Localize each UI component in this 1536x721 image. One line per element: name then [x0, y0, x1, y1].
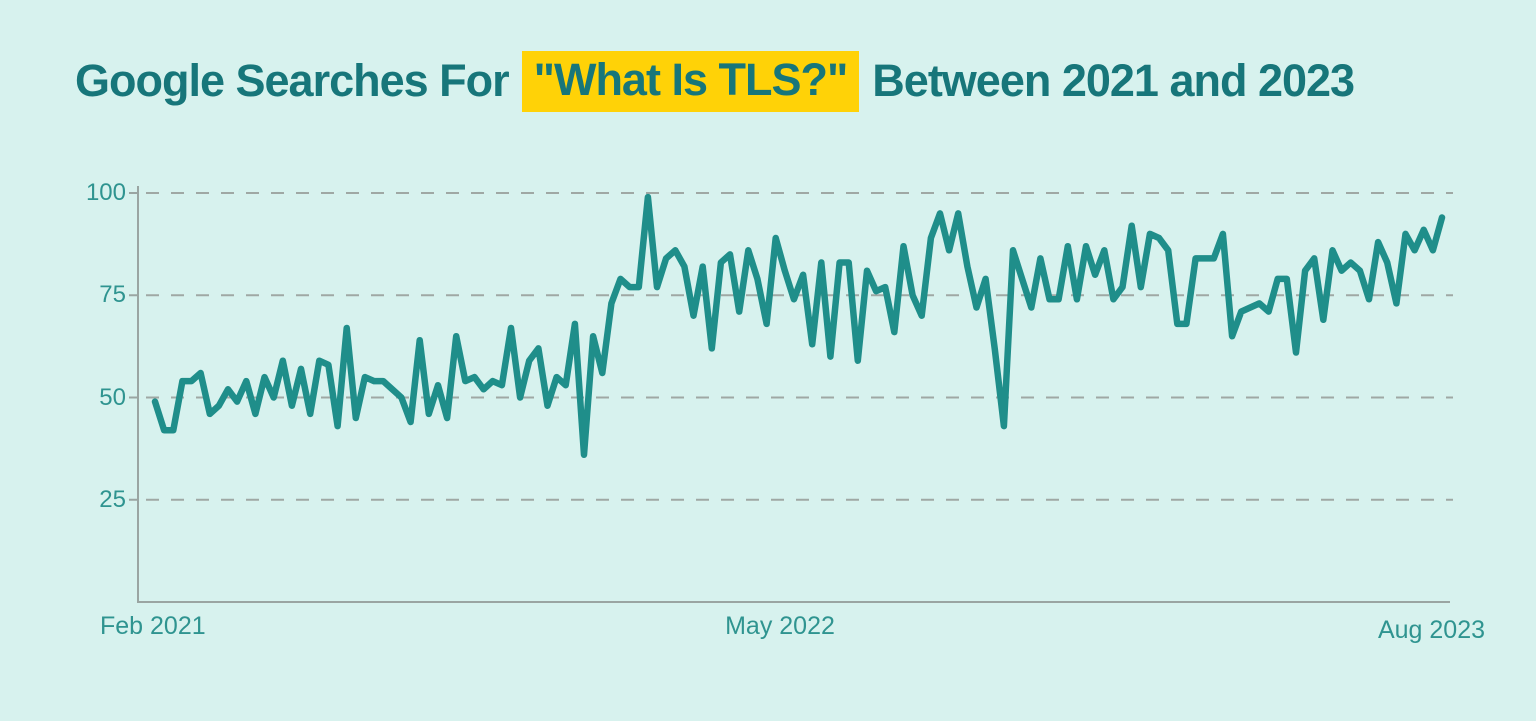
trend-line — [151, 193, 1446, 459]
title-prefix: Google Searches For — [75, 55, 510, 106]
y-axis-tick-label: 100 — [85, 179, 126, 206]
y-axis-tick-label: 75 — [99, 281, 126, 308]
x-axis-label-mid: May 2022 — [725, 612, 835, 640]
y-axis-tick-label: 50 — [99, 384, 126, 411]
chart-title: Google Searches For "What Is TLS?" Betwe… — [75, 50, 1355, 112]
y-axis-tick-label: 25 — [99, 486, 126, 513]
title-suffix: Between 2021 and 2023 — [872, 55, 1355, 106]
title-highlight: "What Is TLS?" — [521, 50, 860, 112]
x-axis-label-start: Feb 2021 — [100, 612, 206, 640]
x-axis-label-end: Aug 2023 — [1377, 616, 1485, 644]
